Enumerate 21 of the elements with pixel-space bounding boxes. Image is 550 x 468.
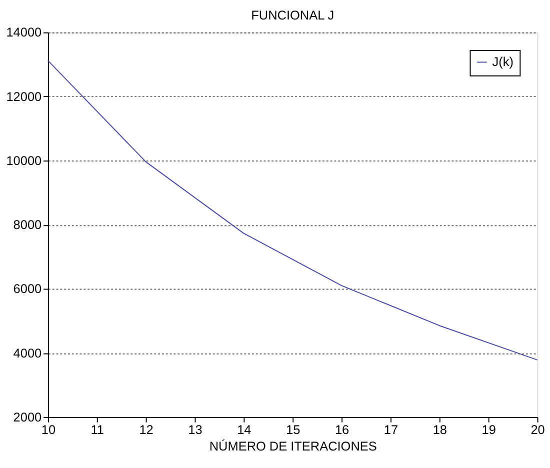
y-tick-label: 12000 xyxy=(6,88,42,104)
x-tick-label: 14 xyxy=(237,422,252,438)
x-tick-label: 13 xyxy=(188,422,202,438)
x-tick-label: 18 xyxy=(432,422,447,438)
x-tick-label: 12 xyxy=(139,422,154,438)
legend-label: J(k) xyxy=(492,54,514,70)
x-tick-label: 15 xyxy=(286,422,300,438)
x-tick-label: 10 xyxy=(41,422,56,438)
x-tick-label: 16 xyxy=(334,422,350,438)
x-tick-label: 17 xyxy=(384,422,398,438)
x-tick-label: 19 xyxy=(482,422,496,438)
chart-title: FUNCIONAL J xyxy=(251,8,334,23)
x-tick-label: 20 xyxy=(530,422,545,438)
y-tick-label: 6000 xyxy=(13,281,42,296)
y-tick-label: 10000 xyxy=(6,152,42,168)
x-axis-title: NÚMERO DE ITERACIONES xyxy=(209,438,377,454)
y-tick-label: 2000 xyxy=(13,409,42,424)
y-tick-label: 8000 xyxy=(13,217,42,232)
x-tick-label: 11 xyxy=(90,422,104,438)
y-tick-label: 14000 xyxy=(6,24,42,40)
y-tick-label: 4000 xyxy=(13,345,42,360)
